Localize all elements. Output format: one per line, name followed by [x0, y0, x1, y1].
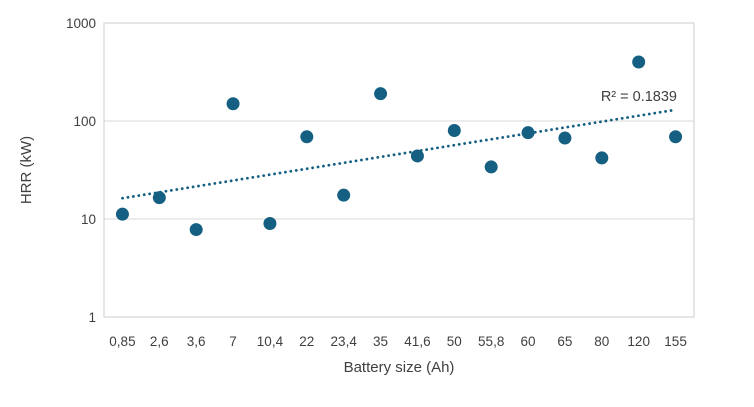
data-point-60 [521, 126, 535, 140]
y-tick-label-1: 1 [88, 310, 96, 325]
x-tick-label-1: 2,6 [150, 334, 169, 349]
data-point-50 [447, 123, 461, 137]
data-point-3,6 [189, 223, 203, 237]
data-point-120 [632, 55, 646, 69]
gridlines-group [103, 22, 695, 318]
y-tick-label-100: 100 [73, 114, 96, 129]
x-tick-label-14: 120 [627, 334, 650, 349]
data-point-155 [669, 130, 683, 144]
trendline-group [121, 108, 677, 200]
data-point-65 [558, 131, 572, 145]
data-point-41,6 [410, 149, 424, 163]
x-tick-label-0: 0,85 [109, 334, 135, 349]
trendline [121, 108, 677, 200]
data-point-10,4 [263, 216, 277, 230]
data-point-23,4 [337, 188, 351, 202]
r-squared-annotation: R² = 0.1839 [601, 89, 677, 105]
data-point-55,8 [484, 160, 498, 174]
x-tick-label-8: 41,6 [404, 334, 430, 349]
x-tick-label-3: 7 [229, 334, 237, 349]
data-point-80 [595, 151, 609, 165]
x-tick-label-11: 60 [521, 334, 536, 349]
x-tick-label-15: 155 [664, 334, 687, 349]
y-axis-title: HRR (kW) [18, 136, 35, 204]
y-axis-tick-labels: 1000 100 10 1 [66, 16, 96, 325]
data-point-22 [300, 130, 314, 144]
data-point-2,6 [152, 191, 166, 205]
x-tick-label-13: 80 [594, 334, 609, 349]
plot-area-border [103, 22, 695, 318]
x-tick-label-5: 22 [299, 334, 314, 349]
data-points-group [115, 55, 683, 237]
x-tick-label-7: 35 [373, 334, 388, 349]
y-tick-label-10: 10 [81, 212, 96, 227]
x-axis-tick-labels: 0,85 2,6 3,6 7 10,4 22 23,4 35 41,6 50 55,8 60 65 80 1… [109, 334, 687, 349]
data-point-35 [374, 87, 388, 101]
data-point-0,85 [115, 207, 129, 221]
x-tick-label-12: 65 [557, 334, 572, 349]
x-tick-label-10: 55,8 [478, 334, 504, 349]
x-tick-label-4: 10,4 [257, 334, 284, 349]
x-tick-label-2: 3,6 [187, 334, 206, 349]
x-tick-label-9: 50 [447, 334, 462, 349]
x-tick-label-6: 23,4 [331, 334, 358, 349]
y-tick-label-1000: 1000 [66, 16, 96, 31]
x-axis-title: Battery size (Ah) [344, 359, 455, 376]
data-point-7 [226, 97, 240, 111]
